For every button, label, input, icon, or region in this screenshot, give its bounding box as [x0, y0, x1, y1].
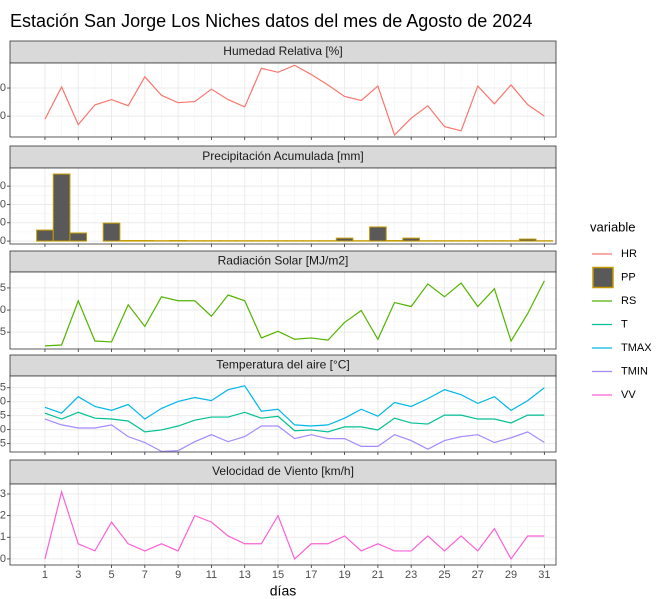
y-tick-label: 90 — [0, 82, 6, 94]
y-tick-label: 20 — [0, 198, 6, 210]
line-series — [44, 385, 545, 427]
y-tick-label: 25 — [0, 282, 6, 294]
strip-title: Humedad Relativa [%] — [223, 44, 342, 58]
panel-border — [9, 167, 557, 245]
y-tick-label: 2 — [0, 510, 6, 522]
x-tick-label: 1 — [42, 569, 48, 581]
panel-border — [9, 62, 557, 138]
x-tick-label: 13 — [239, 569, 251, 581]
legend-label: TMIN — [621, 365, 648, 377]
legend-label: RS — [621, 295, 636, 307]
y-tick-label: 15 — [0, 438, 6, 450]
y-tick-label: 1 — [0, 531, 6, 543]
line-series — [44, 489, 545, 561]
line-series — [44, 64, 545, 137]
x-tick-label: 9 — [175, 569, 181, 581]
legend-label: HR — [621, 248, 637, 260]
x-tick-label: 31 — [538, 569, 550, 581]
legend-label: TMAX — [621, 342, 652, 354]
line-series — [44, 411, 545, 433]
y-tick-label: 0 — [0, 553, 6, 565]
legend-label: T — [621, 318, 628, 330]
panel-bg — [10, 484, 556, 565]
bar — [136, 240, 154, 242]
panel-border — [9, 271, 557, 350]
line-series — [44, 280, 545, 347]
y-tick-label: 10 — [0, 217, 6, 229]
x-tick-label: 17 — [305, 569, 317, 581]
line-series — [44, 418, 545, 453]
x-tick-label: 7 — [142, 569, 148, 581]
panel-bg — [10, 168, 556, 244]
x-tick-label: 5 — [108, 569, 114, 581]
x-tick-label: 11 — [206, 569, 217, 581]
bar — [119, 240, 138, 242]
bar — [52, 173, 71, 242]
x-tick-label: 3 — [75, 569, 81, 581]
x-tick-label: 19 — [338, 569, 350, 581]
y-tick-label: 80 — [0, 110, 6, 122]
strip-title: Temperatura del aire [°C] — [216, 358, 350, 372]
bar — [385, 240, 404, 242]
legend-key — [592, 266, 614, 289]
x-tick-label: 15 — [272, 569, 284, 581]
y-tick-label: 20 — [0, 424, 6, 436]
x-tick-label: 25 — [438, 569, 450, 581]
bar — [169, 240, 187, 242]
legend-label: PP — [621, 271, 636, 283]
strip-title: Precipitación Acumulada [mm] — [202, 149, 363, 163]
bar — [69, 232, 88, 242]
y-tick-label: 15 — [0, 326, 6, 338]
legend-label: VV — [621, 389, 636, 401]
y-tick-label: 25 — [0, 410, 6, 422]
bar — [102, 222, 121, 242]
panel-border — [9, 375, 557, 453]
panel-border — [9, 483, 557, 566]
y-tick-label: 30 — [0, 180, 6, 192]
chart-title: Estación San Jorge Los Niches datos del … — [10, 11, 532, 31]
x-axis-label: días — [270, 583, 296, 599]
strip-title: Velocidad de Viento [km/h] — [212, 464, 354, 478]
y-tick-label: 30 — [0, 396, 6, 408]
bar — [335, 237, 354, 242]
y-tick-label: 3 — [0, 488, 6, 500]
strip-title: Radiación Solar [MJ/m2] — [218, 254, 349, 268]
bar — [36, 229, 54, 242]
y-tick-label: 20 — [0, 304, 6, 316]
x-tick-label: 29 — [505, 569, 517, 581]
strip — [9, 459, 557, 485]
panel-bg — [10, 63, 556, 137]
bar — [369, 226, 387, 242]
x-tick-label: 27 — [472, 569, 484, 581]
legend-title: variable — [590, 219, 636, 234]
bar — [518, 238, 537, 242]
y-tick-label: 0 — [0, 235, 6, 247]
y-tick-label: 35 — [0, 382, 6, 394]
x-tick-label: 21 — [372, 569, 384, 581]
bar — [402, 237, 421, 242]
x-tick-label: 23 — [405, 569, 417, 581]
